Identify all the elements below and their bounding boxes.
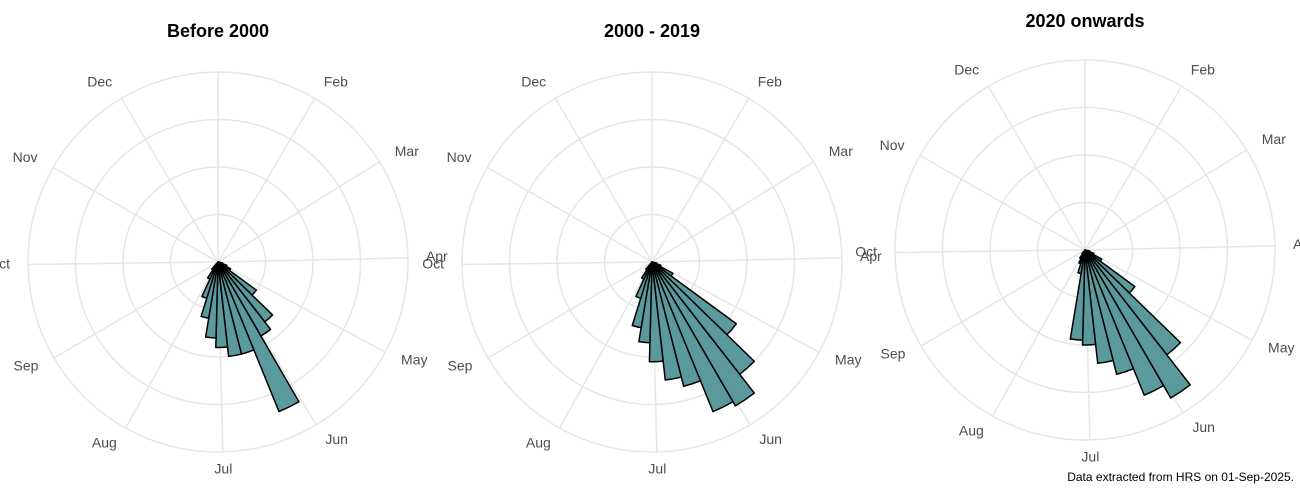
grid-spoke	[486, 166, 653, 263]
month-label: Jun	[325, 431, 348, 447]
grid-spoke	[651, 98, 750, 263]
grid-spoke	[1084, 86, 1183, 251]
grid-spoke	[651, 261, 820, 353]
month-label: Aug	[526, 434, 551, 450]
month-label: Apr	[426, 248, 448, 264]
grid-spoke	[217, 98, 316, 263]
bar	[651, 261, 734, 413]
grid-spoke	[124, 261, 219, 429]
bar	[651, 261, 702, 388]
grid-spoke	[120, 98, 219, 263]
month-label: Dec	[954, 62, 979, 78]
grid-spoke	[919, 154, 1086, 251]
grid-spoke	[53, 261, 219, 359]
month-label: Nov	[880, 137, 905, 153]
grid-spoke	[1084, 149, 1247, 251]
grid-spoke	[1084, 245, 1275, 251]
grid-spoke	[651, 161, 814, 263]
month-label: Jul	[1081, 449, 1099, 465]
grid-spoke	[462, 261, 653, 266]
chart-title: 2000 - 2019	[604, 21, 700, 41]
month-label: Mar	[1262, 131, 1286, 147]
month-label: May	[401, 351, 427, 367]
grid-spoke	[487, 261, 653, 359]
bar	[1084, 249, 1114, 365]
month-label: May	[835, 351, 861, 367]
month-label: Feb	[1191, 62, 1215, 78]
month-label: Jun	[1192, 419, 1215, 435]
month-label: Oct	[422, 255, 444, 271]
grid-spoke	[920, 249, 1086, 347]
month-label: May	[1268, 339, 1294, 355]
month-label: Sep	[881, 346, 906, 362]
bar	[1084, 249, 1191, 399]
bar	[215, 261, 229, 349]
grid-spoke	[895, 249, 1086, 254]
grid-spoke	[1084, 249, 1253, 341]
grid-spoke	[558, 261, 653, 429]
grid-spoke	[217, 261, 386, 353]
grid-spoke	[217, 257, 408, 263]
chart-title: Before 2000	[167, 21, 269, 41]
bar	[648, 261, 664, 363]
month-label: Feb	[324, 74, 348, 90]
month-label: Jun	[759, 431, 782, 447]
bar	[1084, 249, 1165, 396]
month-label: Oct	[0, 255, 10, 271]
month-label: Sep	[448, 358, 473, 374]
bar	[1081, 249, 1086, 255]
bar	[1084, 249, 1135, 376]
grid-spoke	[991, 249, 1086, 417]
month-label: Dec	[521, 74, 546, 90]
bar	[651, 261, 756, 407]
month-label: Aug	[959, 422, 984, 438]
month-label: Apr	[1293, 236, 1300, 252]
caption: Data extracted from HRS on 01-Sep-2025.	[1067, 470, 1294, 484]
bar	[645, 261, 653, 271]
bar	[217, 261, 300, 413]
grid-spoke	[52, 166, 219, 263]
month-label: Nov	[447, 149, 472, 165]
month-label: Nov	[13, 149, 38, 165]
grid-spoke	[987, 86, 1086, 251]
chart-title: 2020 onwards	[1025, 11, 1144, 31]
month-label: Mar	[395, 143, 419, 159]
grid-spoke	[554, 98, 653, 263]
month-label: Sep	[14, 358, 39, 374]
month-label: Dec	[87, 74, 112, 90]
month-label: Jul	[648, 461, 666, 477]
month-label: Mar	[829, 143, 853, 159]
month-label: Aug	[92, 434, 117, 450]
month-label: Jul	[214, 461, 232, 477]
month-label: Oct	[855, 243, 877, 259]
grid-spoke	[217, 161, 380, 263]
bar	[217, 261, 243, 358]
bar	[1081, 249, 1097, 346]
bar	[651, 261, 683, 381]
month-label: Feb	[758, 74, 782, 90]
grid-spoke	[28, 261, 219, 266]
month-label: Apr	[860, 248, 882, 264]
grid-spoke	[651, 257, 842, 263]
bar	[211, 261, 219, 271]
